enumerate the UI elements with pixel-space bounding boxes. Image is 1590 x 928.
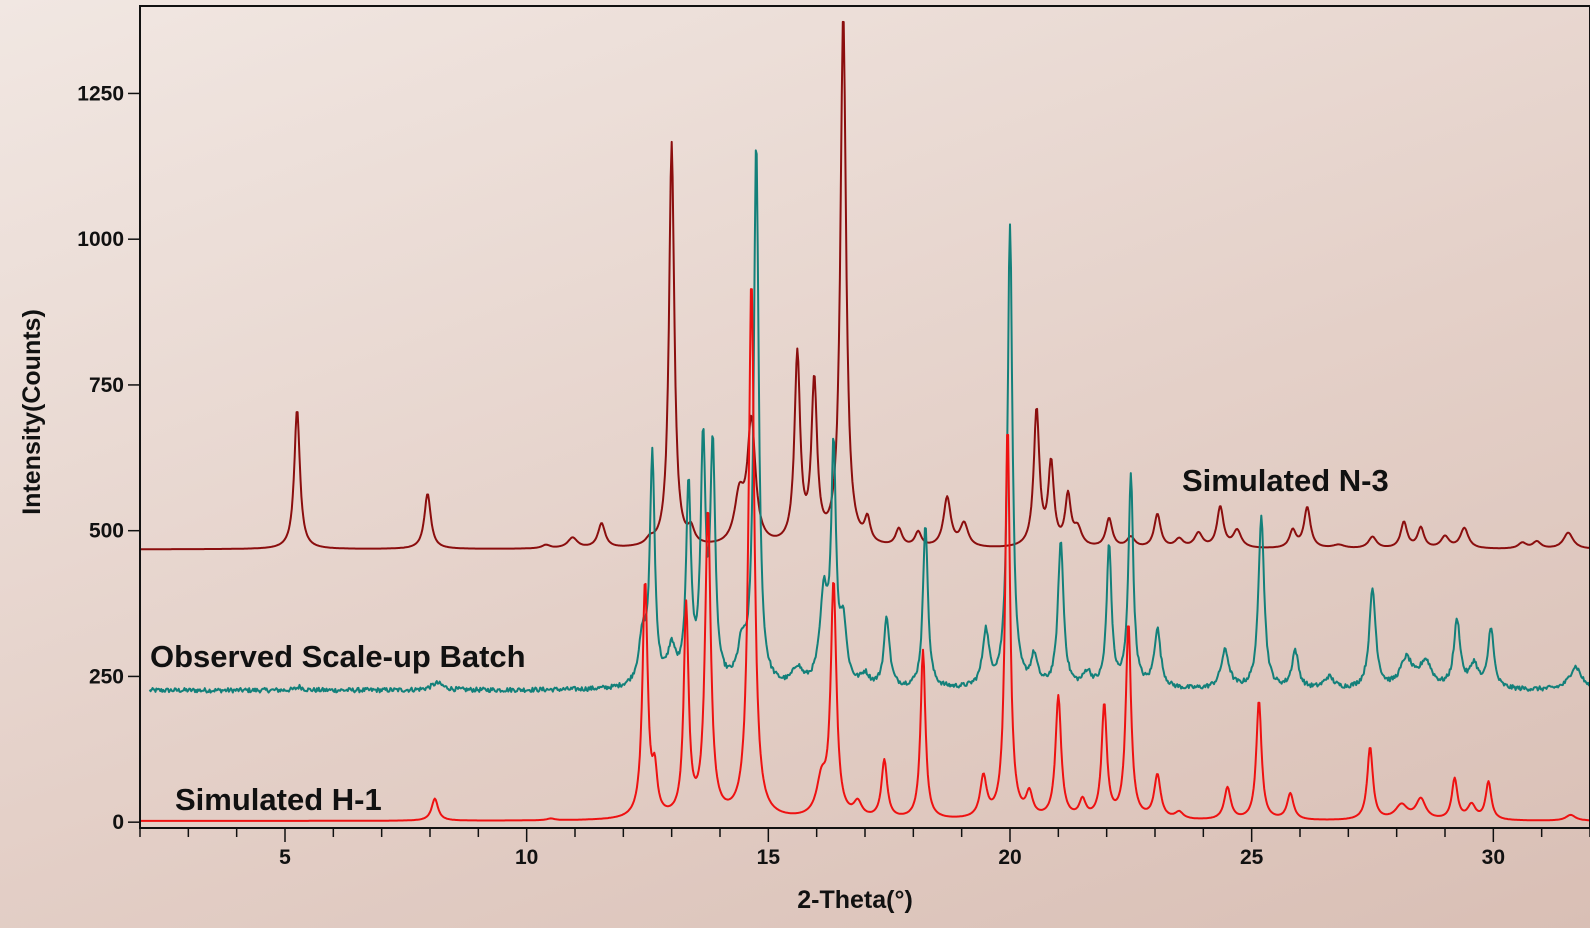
x-tick-label: 20 bbox=[998, 846, 1021, 869]
x-tick-label: 10 bbox=[515, 846, 538, 869]
plot-frame bbox=[140, 6, 1590, 828]
y-ticks: 0 250 500 750 1000 1250 bbox=[77, 82, 140, 834]
y-tick-label: 1000 bbox=[77, 228, 124, 251]
x-tick-label: 30 bbox=[1482, 846, 1505, 869]
y-tick-label: 1250 bbox=[77, 82, 124, 105]
y-tick-label: 500 bbox=[89, 520, 124, 543]
y-tick-label: 0 bbox=[112, 811, 124, 834]
x-ticks: 5 10 15 20 25 30 bbox=[140, 828, 1590, 869]
x-tick-label: 15 bbox=[757, 846, 781, 869]
y-tick-label: 750 bbox=[89, 374, 124, 397]
series-line-simulated-h-1 bbox=[140, 289, 1590, 821]
y-axis-title: Intensity(Counts) bbox=[18, 309, 46, 515]
series-line-observed-scale-up-batch bbox=[150, 150, 1590, 692]
x-axis-title: 2-Theta(°) bbox=[797, 886, 913, 914]
series-label-simulated-n3: Simulated N-3 bbox=[1182, 463, 1389, 498]
y-tick-label: 250 bbox=[89, 665, 124, 688]
x-tick-label: 25 bbox=[1240, 846, 1264, 869]
series-label-observed-scale-up-batch: Observed Scale-up Batch bbox=[150, 639, 526, 674]
series-label-simulated-h1: Simulated H-1 bbox=[175, 782, 382, 817]
x-tick-label: 5 bbox=[279, 846, 291, 869]
plot-series bbox=[140, 22, 1590, 821]
